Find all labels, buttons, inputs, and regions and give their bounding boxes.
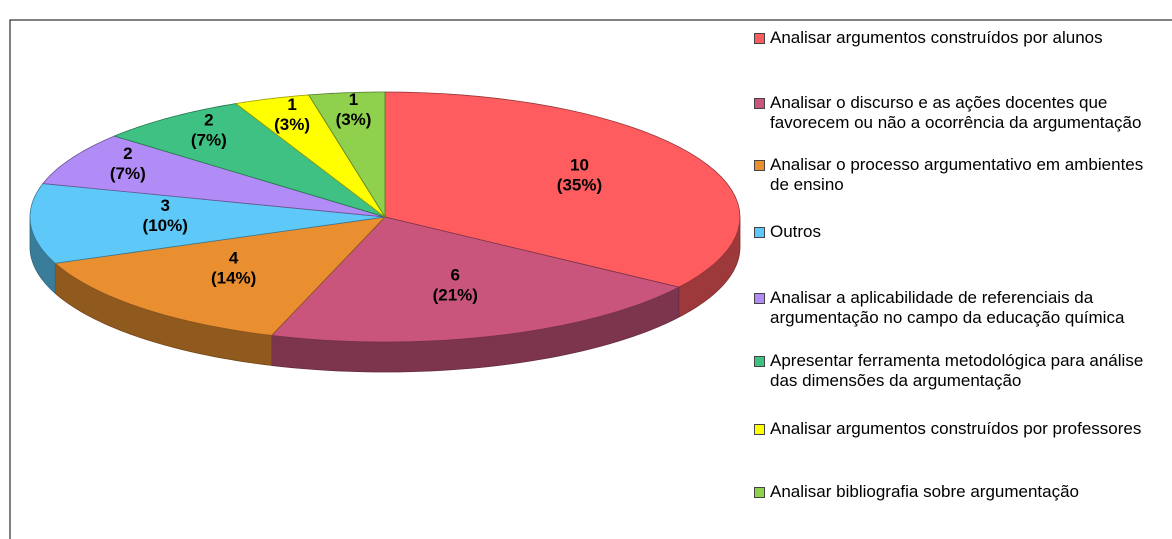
slice (384, 91, 741, 288)
percentage-label: (7%) (191, 130, 227, 149)
slice (113, 103, 386, 218)
percentage-label: (7%) (110, 164, 146, 183)
frame (9, 19, 1172, 539)
slice (234, 94, 386, 218)
legend-item: Analisar o discurso e as ações docentes … (752, 93, 1164, 133)
legend-label: Analisar bibliografia sobre argumentação (770, 482, 1080, 501)
slice (307, 91, 386, 219)
percentage-label: (35%) (557, 176, 602, 195)
legend-label: Analisar a aplicabilidade de referenciai… (770, 288, 1125, 327)
value-label: 1 (287, 95, 296, 114)
legend-item: Outros (752, 222, 1164, 242)
legend-swatch (754, 33, 765, 44)
legend-label: Outros (770, 222, 822, 241)
legend-item: Analisar bibliografia sobre argumentação (752, 482, 1164, 502)
value-label: 2 (204, 110, 213, 129)
legend-swatch (754, 293, 765, 304)
slice (270, 216, 680, 343)
percentage-label: (21%) (433, 285, 478, 304)
legend-item: Analisar o processo argumentativo em amb… (752, 155, 1164, 195)
value-label: 2 (123, 144, 132, 163)
legend-swatch (754, 227, 765, 238)
legend-label: Analisar o discurso e as ações docentes … (770, 93, 1142, 132)
percentage-label: (10%) (143, 216, 188, 235)
value-label: 4 (229, 248, 239, 267)
value-label: 3 (160, 196, 169, 215)
value-label: 1 (349, 90, 358, 109)
legend-label: Apresentar ferramenta metodológica para … (770, 351, 1144, 390)
slice (29, 183, 386, 264)
slice (42, 135, 386, 218)
legend-swatch (754, 98, 765, 109)
legend-item: Analisar a aplicabilidade de referenciai… (752, 288, 1164, 328)
legend-label: Analisar o processo argumentativo em amb… (770, 155, 1144, 194)
value-label: 6 (451, 265, 460, 284)
percentage-label: (3%) (274, 115, 310, 134)
legend-item: Analisar argumentos construídos por alun… (752, 28, 1164, 48)
legend-label: Analisar argumentos construídos por alun… (770, 28, 1103, 47)
legend-swatch (754, 356, 765, 367)
legend-item: Analisar argumentos construídos por prof… (752, 419, 1164, 439)
percentage-label: (14%) (211, 268, 256, 287)
legend-swatch (754, 487, 765, 498)
legend-swatch (754, 160, 765, 171)
value-label: 10 (570, 156, 589, 175)
slice (54, 216, 387, 336)
legend-item: Apresentar ferramenta metodológica para … (752, 351, 1164, 391)
legend-label: Analisar argumentos construídos por prof… (770, 419, 1142, 438)
legend-swatch (754, 424, 765, 435)
percentage-label: (3%) (336, 110, 372, 129)
